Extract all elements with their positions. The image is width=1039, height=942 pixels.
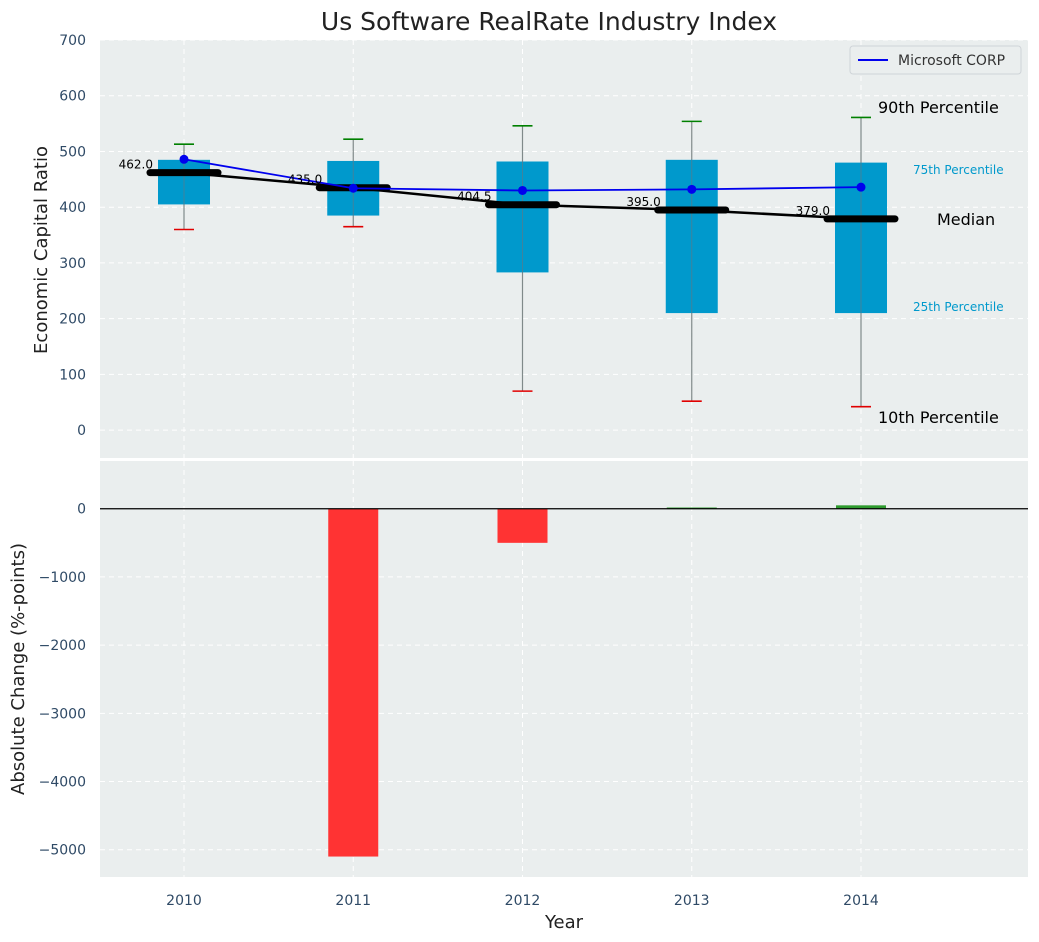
company-point-2010 <box>179 154 189 164</box>
y-tick-label: 400 <box>59 200 86 216</box>
y-tick-label: 100 <box>59 367 86 383</box>
company-point-2011 <box>348 183 358 193</box>
bottom-y-ticks: 0 −1000 −2000 −3000 −4000 −5000 <box>39 502 86 859</box>
y-tick-label: 500 <box>59 144 86 160</box>
company-point-2012 <box>518 185 527 195</box>
change-bar-2011 <box>328 508 379 857</box>
y-tick-label: −3000 <box>39 706 86 722</box>
y-tick-label: 700 <box>59 33 86 49</box>
change-bar-2012 <box>497 508 548 543</box>
legend-label: Microsoft CORP <box>898 53 1005 69</box>
annotation-p10: 10th Percentile <box>878 408 999 427</box>
median-label-2013: 395.0 <box>626 195 660 209</box>
annotation-p75: 75th Percentile <box>913 163 1004 177</box>
chart-title: Us Software RealRate Industry Index <box>321 7 777 36</box>
change-bar-2013 <box>666 507 717 509</box>
y-tick-label: 0 <box>77 423 86 439</box>
top-y-axis-label: Economic Capital Ratio <box>31 146 52 354</box>
y-tick-label: 300 <box>59 256 86 272</box>
bottom-y-axis-label: Absolute Change (%-points) <box>8 543 29 795</box>
y-tick-label: −1000 <box>39 570 86 586</box>
legend: Microsoft CORP <box>849 45 1022 75</box>
x-tick-label-2010: 2010 <box>166 893 202 909</box>
median-value-labels: 462.0 435.0 404.5 395.0 379.0 <box>119 158 830 218</box>
y-tick-label: 0 <box>77 502 86 518</box>
annotation-median: Median <box>937 210 995 229</box>
boxes <box>158 159 887 314</box>
annotation-p90: 90th Percentile <box>878 98 999 117</box>
x-tick-label-2013: 2013 <box>674 893 710 909</box>
whisker-caps <box>174 116 871 408</box>
annotation-p25: 25th Percentile <box>913 300 1004 314</box>
median-label-2010: 462.0 <box>119 158 153 172</box>
x-tick-label-2012: 2012 <box>505 893 541 909</box>
change-bar-2014 <box>836 505 886 509</box>
top-panel: 0 100 200 300 400 500 600 700 462.0 435.0 404.5 39… <box>31 33 1028 458</box>
bottom-panel-background <box>100 461 1028 877</box>
company-point-2013 <box>687 184 697 194</box>
x-tick-label-2011: 2011 <box>335 893 371 909</box>
change-bars <box>328 505 886 857</box>
x-axis-label: Year <box>544 912 584 933</box>
top-y-ticks: 0 100 200 300 400 500 600 700 <box>59 33 86 439</box>
company-point-2014 <box>856 182 866 192</box>
x-tick-labels: 2010 2011 2012 2013 2014 <box>166 893 879 909</box>
bottom-panel: 0−1000−2000−3000−4000−5000 2010 2011 2012 2… <box>8 461 1028 933</box>
company-series <box>179 154 866 195</box>
median-label-2012: 404.5 <box>457 190 491 204</box>
median-label-2014: 379.0 <box>796 204 830 218</box>
y-tick-label: −2000 <box>39 638 86 654</box>
y-tick-label: −4000 <box>39 775 86 791</box>
y-tick-label: 200 <box>59 312 86 328</box>
legend-box <box>849 45 1022 75</box>
x-tick-label-2014: 2014 <box>843 893 879 909</box>
y-tick-label: 600 <box>59 89 86 105</box>
y-tick-label: −5000 <box>39 843 86 859</box>
median-label-2011: 435.0 <box>288 173 322 187</box>
